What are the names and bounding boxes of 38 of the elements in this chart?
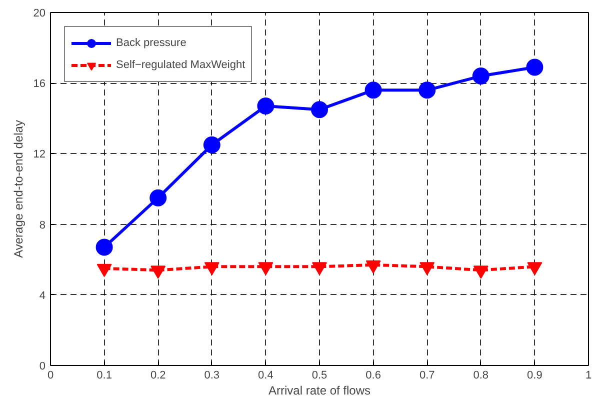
- x-tick-label: 1: [585, 370, 592, 382]
- y-tick-label: 12: [33, 148, 46, 161]
- point: [150, 266, 166, 279]
- point: [150, 189, 167, 206]
- point: [526, 58, 544, 76]
- point: [312, 262, 327, 276]
- x-tick-label: 0.7: [419, 370, 435, 382]
- point: [203, 136, 220, 154]
- point: [420, 262, 435, 276]
- point: [311, 101, 328, 118]
- point: [366, 260, 381, 274]
- legend-label: Back pressure: [116, 37, 186, 49]
- x-tick-label: 0.6: [366, 370, 381, 382]
- y-tick-label: 8: [39, 219, 46, 232]
- x-tick-label: 0.1: [96, 370, 112, 382]
- point: [473, 266, 488, 279]
- y-tick-label: 16: [33, 78, 46, 90]
- x-tick-label: 0.4: [258, 370, 274, 382]
- y-tick-label: 20: [33, 8, 46, 20]
- point: [472, 68, 490, 85]
- legend-label: Self−regulated MaxWeight: [116, 59, 246, 71]
- x-tick-label: 0.9: [527, 370, 542, 382]
- point: [527, 262, 542, 276]
- point: [258, 262, 274, 276]
- y-tick-label: 4: [39, 290, 46, 302]
- y-tick-label: 0: [39, 360, 46, 372]
- x-tick-label: 0: [47, 370, 54, 382]
- point: [418, 82, 436, 99]
- x-tick-label: 0.5: [312, 370, 328, 382]
- point: [204, 262, 220, 276]
- point: [96, 264, 112, 278]
- point: [257, 98, 274, 115]
- x-tick-label: 0.8: [473, 370, 489, 382]
- x-tick-label: 0.3: [204, 370, 220, 382]
- x-axis-title: Arrival rate of flows: [268, 384, 371, 398]
- point: [364, 82, 382, 99]
- x-tick-label: 0.2: [150, 370, 166, 382]
- y-axis-title: Average end-to-end delay: [11, 120, 26, 258]
